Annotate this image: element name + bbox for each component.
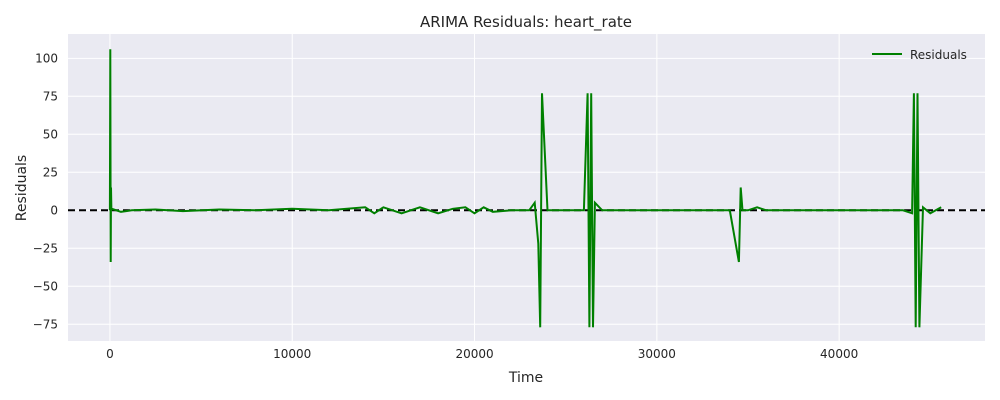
y-tick-label: 75 [43, 89, 58, 103]
x-tick-label: 30000 [638, 347, 676, 361]
x-tick-labels: 0 10000 20000 30000 40000 [106, 347, 858, 361]
y-axis-label: Residuals [14, 155, 30, 221]
x-tick-label: 40000 [820, 347, 858, 361]
y-tick-label: 25 [43, 165, 58, 179]
legend-label: Residuals [910, 48, 967, 62]
y-tick-label: −75 [33, 317, 58, 331]
residuals-line [108, 49, 942, 328]
y-tick-label: −50 [33, 279, 58, 293]
x-tick-label: 20000 [455, 347, 493, 361]
y-tick-label: −25 [33, 241, 58, 255]
y-tick-label: 50 [43, 127, 58, 141]
y-tick-label: 0 [50, 203, 58, 217]
y-tick-labels: −75 −50 −25 0 25 50 75 100 [33, 51, 58, 331]
y-tick-label: 100 [35, 51, 58, 65]
plot-background [68, 34, 985, 341]
chart-title: ARIMA Residuals: heart_rate [420, 13, 632, 32]
x-axis-label: Time [508, 370, 543, 386]
x-tick-label: 0 [106, 347, 114, 361]
legend: Residuals [872, 48, 967, 62]
x-tick-label: 10000 [273, 347, 311, 361]
